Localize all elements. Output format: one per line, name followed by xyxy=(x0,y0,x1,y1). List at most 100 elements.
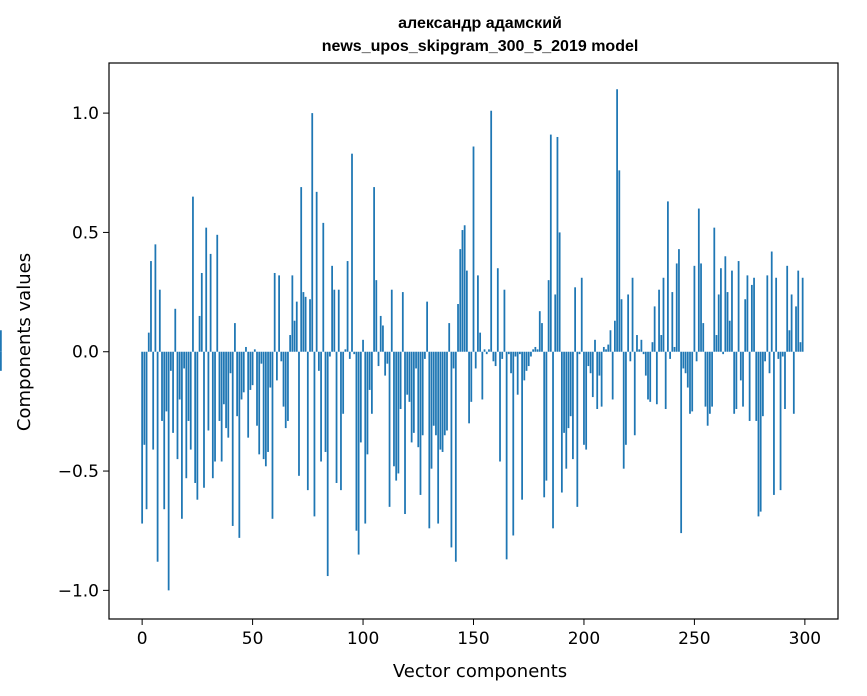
bar-164 xyxy=(503,289,506,352)
bar-258 xyxy=(711,351,713,407)
bar-169 xyxy=(514,351,517,357)
bar-215 xyxy=(616,89,618,352)
bar-203 xyxy=(589,351,592,374)
bar-78 xyxy=(313,351,316,517)
bar-131 xyxy=(430,351,433,469)
bar-1 xyxy=(143,351,146,445)
bar-202 xyxy=(587,351,590,367)
bar-63 xyxy=(280,351,283,362)
bar-183 xyxy=(545,351,548,481)
bar-262 xyxy=(720,268,722,352)
bar-299 xyxy=(801,277,804,352)
bar-255 xyxy=(704,351,707,407)
bar-83 xyxy=(324,351,327,452)
bar-273 xyxy=(744,299,747,352)
bar-198 xyxy=(578,351,581,355)
bar-100 xyxy=(362,339,364,352)
bar-272 xyxy=(742,351,744,407)
bar-27 xyxy=(200,272,203,352)
bar-154 xyxy=(481,351,484,400)
bar-90 xyxy=(340,351,342,491)
bar-13 xyxy=(169,351,172,371)
bar-89 xyxy=(337,289,340,352)
x-tick-label-250: 250 xyxy=(678,629,710,649)
bar-289 xyxy=(779,351,782,491)
bar-252 xyxy=(697,208,700,352)
bar-80 xyxy=(317,351,320,371)
bar-86 xyxy=(331,265,333,352)
bar-series xyxy=(0,89,804,591)
bar-111 xyxy=(386,351,389,364)
bar-110 xyxy=(384,351,387,376)
bar-294 xyxy=(790,294,793,352)
bar-301 xyxy=(0,351,2,371)
bar-214 xyxy=(614,320,616,352)
bar-64 xyxy=(282,351,285,407)
bar-6 xyxy=(154,244,157,352)
y-tick-label-1: −0.5 xyxy=(58,462,99,482)
bar-143 xyxy=(457,304,459,352)
bar-160 xyxy=(494,351,497,367)
bar-278 xyxy=(755,351,758,421)
bar-274 xyxy=(746,275,749,352)
bar-128 xyxy=(424,351,426,359)
bar-36 xyxy=(220,351,223,462)
y-axis-label: Components values xyxy=(14,253,35,431)
bar-79 xyxy=(315,191,318,352)
bar-151 xyxy=(474,351,477,369)
y-axis-ticks: −1.0 −0.5 0.0 0.5 1.0 xyxy=(58,104,109,601)
bar-7 xyxy=(156,351,159,562)
bar-123 xyxy=(412,351,415,433)
bar-73 xyxy=(302,292,305,352)
bar-157 xyxy=(488,349,490,352)
bar-50 xyxy=(251,351,254,386)
bar-205 xyxy=(594,339,596,352)
bar-217 xyxy=(620,299,623,352)
bar-297 xyxy=(797,270,800,352)
bar-300 xyxy=(0,330,2,352)
bar-12 xyxy=(167,351,170,591)
bar-172 xyxy=(521,351,523,500)
bar-296 xyxy=(795,306,797,352)
bar-201 xyxy=(585,351,588,450)
bar-95 xyxy=(351,153,353,352)
bar-269 xyxy=(735,351,738,410)
bar-65 xyxy=(284,351,287,429)
bar-293 xyxy=(788,330,791,352)
bar-247 xyxy=(686,351,689,388)
bar-249 xyxy=(691,351,694,412)
bar-42 xyxy=(234,323,236,352)
bar-8 xyxy=(158,289,161,352)
bar-178 xyxy=(534,346,537,352)
bar-72 xyxy=(300,187,303,352)
bar-146 xyxy=(463,225,466,352)
bar-260 xyxy=(715,335,718,352)
bar-11 xyxy=(165,351,168,412)
bar-125 xyxy=(417,351,420,448)
bar-286 xyxy=(773,351,775,495)
x-tick-label-100: 100 xyxy=(347,629,379,649)
bar-163 xyxy=(501,351,504,359)
bar-101 xyxy=(364,351,367,524)
bar-142 xyxy=(454,351,457,562)
bar-277 xyxy=(753,277,755,352)
bar-31 xyxy=(209,253,212,352)
bar-295 xyxy=(792,351,795,414)
bar-15 xyxy=(174,308,177,352)
bar-179 xyxy=(536,349,539,352)
bar-129 xyxy=(426,301,428,352)
bar-94 xyxy=(348,351,351,359)
bar-20 xyxy=(185,351,188,479)
bar-87 xyxy=(333,289,336,352)
bar-137 xyxy=(443,351,446,436)
bar-244 xyxy=(680,351,683,534)
bar-41 xyxy=(231,351,234,526)
bar-200 xyxy=(583,351,585,445)
bar-155 xyxy=(483,349,486,352)
bar-184 xyxy=(547,280,550,352)
bar-242 xyxy=(675,263,678,352)
bar-33 xyxy=(214,351,216,462)
bar-120 xyxy=(406,351,409,395)
bar-153 xyxy=(479,332,482,352)
